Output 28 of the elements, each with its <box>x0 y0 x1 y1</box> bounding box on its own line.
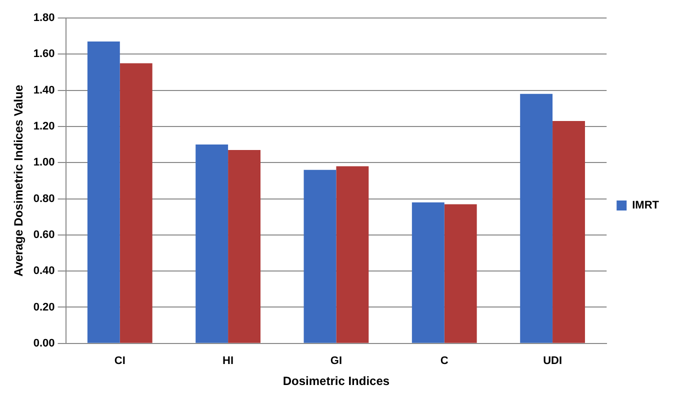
y-tick-label: 0.40 <box>33 265 55 278</box>
legend-label: IMRT <box>632 200 660 212</box>
bar <box>520 94 553 343</box>
y-tick-label: 0.60 <box>33 228 55 241</box>
y-tick-label: 1.80 <box>33 12 55 24</box>
bar <box>412 202 444 343</box>
x-tick-label: UDI <box>543 355 562 368</box>
y-tick-label: 0.20 <box>33 301 55 314</box>
bar <box>304 170 336 343</box>
bar <box>87 42 120 343</box>
bar <box>336 166 369 343</box>
y-tick-label: 1.00 <box>33 156 55 169</box>
y-tick-label: 1.60 <box>33 48 55 60</box>
bar <box>444 204 477 343</box>
x-tick-label: GI <box>330 355 342 368</box>
y-tick-label: 1.20 <box>33 120 55 132</box>
x-tick-label: HI <box>222 355 234 368</box>
x-tick-label: C <box>440 355 448 368</box>
y-axis-title: Average Dosimetric Indices Value <box>12 84 26 277</box>
y-tick-label: 1.40 <box>33 84 55 96</box>
bar <box>552 121 585 343</box>
bar <box>228 150 260 343</box>
bar <box>120 63 152 343</box>
y-tick-label: 0.80 <box>33 192 55 205</box>
bar <box>196 144 228 343</box>
y-tick-label: 0.00 <box>33 337 55 350</box>
x-tick-label: CI <box>114 355 126 368</box>
x-axis-title: Dosimetric Indices <box>282 374 390 388</box>
